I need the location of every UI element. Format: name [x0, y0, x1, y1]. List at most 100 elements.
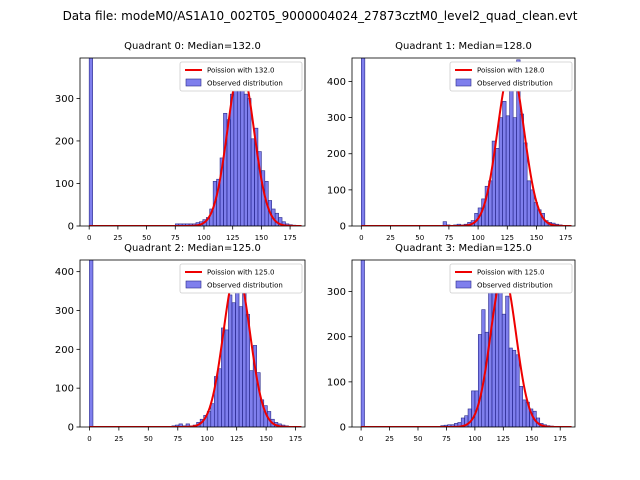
poisson-fit-line: [361, 65, 572, 226]
y-tick-label: 100: [327, 377, 346, 388]
histogram-bar: [471, 390, 476, 427]
plot-area: [361, 58, 572, 226]
y-tick-label: 0: [68, 423, 74, 434]
x-tick-label: 175: [554, 435, 567, 443]
axes-frame: [351, 57, 576, 227]
histogram-bar: [240, 85, 245, 226]
histogram-bar: [249, 370, 254, 427]
histogram-bar: [508, 347, 513, 427]
legend-fit-label: Poission with 132.0: [207, 67, 275, 75]
y-tick-label: 100: [55, 179, 74, 190]
x-tick-label: 0: [359, 435, 363, 443]
subplot-title: Quadrant 1: Median=128.0: [395, 41, 532, 52]
histogram-bar: [250, 138, 255, 226]
x-tick-label: 125: [497, 435, 510, 443]
plot-area: [360, 260, 572, 427]
axes-frame: [79, 57, 306, 227]
histogram-bar: [495, 291, 500, 427]
subplot-title: Quadrant 2: Median=125.0: [124, 243, 261, 254]
x-tick-label: 75: [171, 234, 180, 242]
x-tick-label: 100: [201, 435, 214, 443]
histogram-bar: [512, 117, 517, 226]
histogram-bar: [235, 279, 240, 427]
x-tick-label: 50: [142, 234, 151, 242]
legend-hist-label: Observed distribution: [477, 80, 553, 88]
legend-hist-swatch: [185, 78, 202, 87]
legend: Poission with 128.0 Observed distribution: [449, 61, 573, 92]
histogram-bar: [243, 93, 248, 226]
y-tick-label: 200: [327, 149, 346, 160]
histogram-bar: [519, 113, 524, 226]
legend: Poission with 125.0 Observed distribution: [179, 263, 303, 294]
figure-suptitle: Data file: modeM0/AS1A10_002T05_90000040…: [63, 9, 578, 23]
y-tick-label: 400: [327, 77, 346, 88]
subplot-quadrant-1: Quadrant 1: Median=128.0 0 25 50 75 100 125 150…: [327, 41, 576, 242]
histogram-bar: [230, 93, 235, 226]
legend-hist-swatch: [455, 78, 472, 87]
legend-hist-label: Observed distribution: [207, 282, 283, 290]
x-tick-label: 100: [468, 435, 481, 443]
histogram-bar: [505, 115, 510, 226]
histogram-bar: [523, 142, 528, 226]
histogram-bar: [498, 117, 503, 226]
y-tick-label: 300: [55, 306, 74, 317]
legend: Poission with 132.0 Observed distribution: [179, 61, 303, 92]
histogram-bar: [178, 423, 183, 427]
legend-frame: [449, 61, 573, 92]
subplot-quadrant-0: Quadrant 0: Median=132.0 0 25 50 75 100 125 150…: [55, 41, 306, 242]
x-tick-label: 125: [501, 234, 514, 242]
plot-area: [88, 58, 302, 226]
y-tick-label: 400: [55, 267, 74, 278]
histogram-bar: [518, 386, 523, 427]
x-tick-label: 150: [525, 435, 538, 443]
x-tick-label: 100: [197, 234, 210, 242]
x-tick-label: 75: [442, 435, 451, 443]
poisson-fit-line: [361, 272, 572, 427]
subplot-title: Quadrant 0: Median=132.0: [124, 41, 261, 52]
x-tick-label: 175: [559, 234, 572, 242]
axes-frame: [79, 259, 306, 428]
y-tick-label: 100: [327, 185, 346, 196]
histogram-bar: [242, 288, 247, 427]
legend-frame: [449, 263, 573, 294]
x-tick-label: 25: [385, 435, 394, 443]
y-tick-label: 200: [55, 345, 74, 356]
plot-area: [89, 260, 302, 427]
histogram-bar: [217, 368, 222, 427]
histogram-bar: [522, 399, 527, 427]
legend-hist-swatch: [455, 280, 472, 289]
x-tick-label: 150: [259, 435, 272, 443]
legend-hist-label: Observed distribution: [207, 80, 283, 88]
x-tick-label: 50: [144, 435, 153, 443]
histogram-bar: [477, 334, 483, 427]
histogram-bar: [224, 329, 229, 427]
legend-fit-label: Poission with 125.0: [207, 269, 275, 277]
x-tick-label: 0: [87, 435, 91, 443]
legend: Poission with 125.0 Observed distribution: [449, 263, 573, 294]
histogram-bar: [89, 260, 94, 427]
histogram-bar: [360, 260, 365, 427]
y-tick-label: 0: [68, 222, 74, 233]
x-tick-label: 150: [530, 234, 543, 242]
x-tick-label: 50: [415, 234, 424, 242]
x-tick-label: 150: [255, 234, 268, 242]
x-tick-label: 175: [283, 234, 296, 242]
legend-fit-label: Poission with 128.0: [477, 67, 545, 75]
histogram-bar: [502, 101, 507, 226]
histogram-bar: [231, 302, 236, 427]
x-tick-label: 125: [226, 234, 239, 242]
poisson-fit-line: [89, 65, 302, 226]
x-tick-label: 25: [386, 234, 395, 242]
histogram-bar: [233, 81, 238, 226]
histogram-bar: [247, 98, 252, 226]
histogram-bar: [526, 180, 531, 226]
legend-hist-label: Observed distribution: [477, 282, 553, 290]
histogram-bar: [236, 74, 242, 226]
y-tick-label: 200: [327, 332, 346, 343]
histogram-bar: [488, 280, 493, 427]
histogram-bar: [515, 354, 520, 427]
subplot-quadrant-3: Quadrant 3: Median=125.0 0 25 50 75 100 125 150…: [327, 243, 576, 443]
histogram-bar: [512, 349, 517, 427]
histogram-bar: [88, 58, 93, 226]
